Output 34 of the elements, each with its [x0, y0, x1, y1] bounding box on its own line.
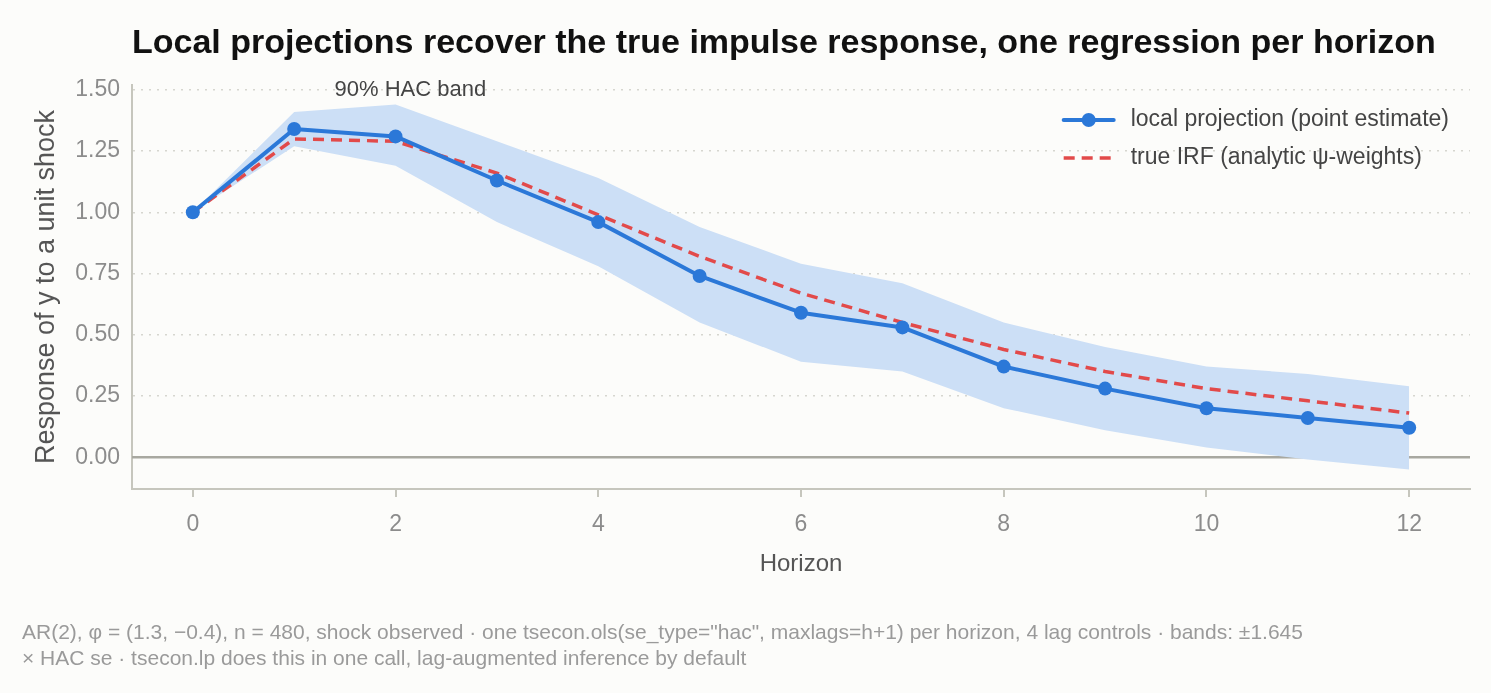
- point: [1402, 420, 1417, 435]
- point: [185, 205, 200, 220]
- y-tick-label: 1.00: [75, 197, 120, 224]
- point: [489, 173, 504, 188]
- chart-title: Local projections recover the true impulse response, one regression per horizon: [132, 22, 1436, 61]
- x-tick-label: 12: [1396, 510, 1422, 537]
- legend-label: true IRF (analytic ψ-weights): [1130, 143, 1422, 170]
- y-tick-label: 1.25: [75, 136, 120, 163]
- y-tick-label: 0.00: [75, 442, 120, 469]
- point: [1199, 401, 1214, 416]
- y-tick-label: 1.50: [75, 75, 120, 102]
- point: [692, 268, 707, 283]
- annotation: 90% HAC band: [334, 76, 487, 102]
- x-axis-title: Horizon: [759, 549, 843, 577]
- point: [591, 215, 606, 230]
- point: [794, 305, 808, 320]
- legend-label: local projection (point estimate): [1130, 105, 1450, 132]
- x-tick-label: 4: [591, 510, 605, 537]
- y-tick-label: 0.25: [75, 381, 120, 408]
- x-tick-label: 2: [389, 510, 402, 537]
- point: [895, 320, 910, 335]
- x-tick-label: 8: [997, 510, 1011, 537]
- x-tick-label: 0: [186, 510, 200, 537]
- point: [1098, 381, 1113, 396]
- x-tick-label: 10: [1193, 510, 1220, 537]
- y-tick-label: 0.75: [75, 258, 120, 285]
- point: [388, 129, 403, 144]
- point: [287, 122, 302, 137]
- point: [996, 359, 1011, 374]
- y-axis-title: Response of y to a unit shock: [29, 109, 60, 465]
- point: [1300, 410, 1315, 425]
- y-tick-label: 0.50: [75, 320, 120, 347]
- x-tick-label: 6: [794, 510, 808, 537]
- text: AR(2), φ = (1.3, −0.4), n = 480, shock observed · one tsecon.ols(se_type="hac", maxlags=h+1) per horizon, 4 lag controls · bands: ±1.645 × HAC se · tsecon.lp does this in one call, lag-augmented inference by default: [22, 619, 1303, 669]
